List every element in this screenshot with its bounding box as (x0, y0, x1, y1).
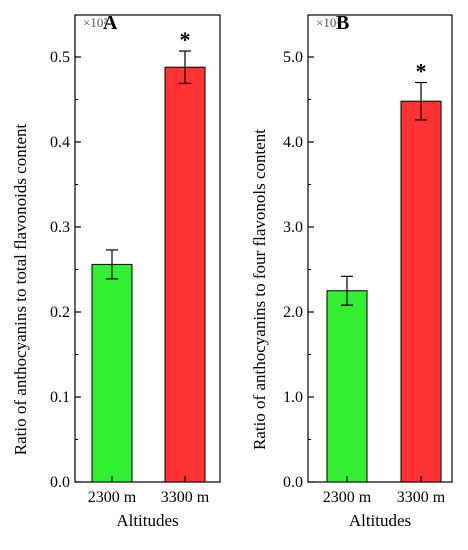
y-axis-title: Ratio of anthocyanins to four flavonols … (250, 129, 269, 450)
bar-2 (400, 100, 442, 483)
x-tick-label: 3300 m (397, 489, 446, 506)
y-tick-label: 0.1 (50, 389, 70, 406)
y-tick-label: 5.0 (283, 49, 303, 66)
y-tick-label: 3.0 (283, 219, 303, 236)
y-tick-label: 0.5 (50, 49, 70, 66)
y-tick-label: 0.0 (283, 474, 303, 491)
y-tick-label: 0.3 (50, 219, 70, 236)
significance-mark: * (180, 27, 191, 52)
plot-frame (307, 14, 453, 483)
significance-mark: * (416, 59, 427, 84)
x-tick-label: 2300 m (88, 489, 137, 506)
y-tick-label: 1.0 (283, 389, 303, 406)
bar-1 (326, 290, 368, 483)
y-tick-label: 0.2 (50, 304, 70, 321)
panel-letter: A (103, 12, 118, 34)
y-tick-label: 0.0 (50, 474, 70, 491)
x-axis-title: Altitudes (116, 511, 178, 530)
y-axis-title: Ratio of anthocyanins to total flavonoid… (11, 124, 30, 456)
panel-letter: B (336, 12, 349, 34)
bar-2 (164, 66, 206, 483)
y-tick-label: 2.0 (283, 304, 303, 321)
y-tick-label: 4.0 (283, 134, 303, 151)
bar-1 (91, 263, 133, 483)
y-tick-label: 0.4 (50, 134, 70, 151)
x-tick-label: 2300 m (323, 489, 372, 506)
x-axis-title: Altitudes (349, 511, 411, 530)
plot-frame (74, 14, 221, 483)
scale-label: ×10² (316, 15, 340, 30)
scale-label: ×10² (83, 15, 107, 30)
x-tick-label: 3300 m (161, 489, 210, 506)
